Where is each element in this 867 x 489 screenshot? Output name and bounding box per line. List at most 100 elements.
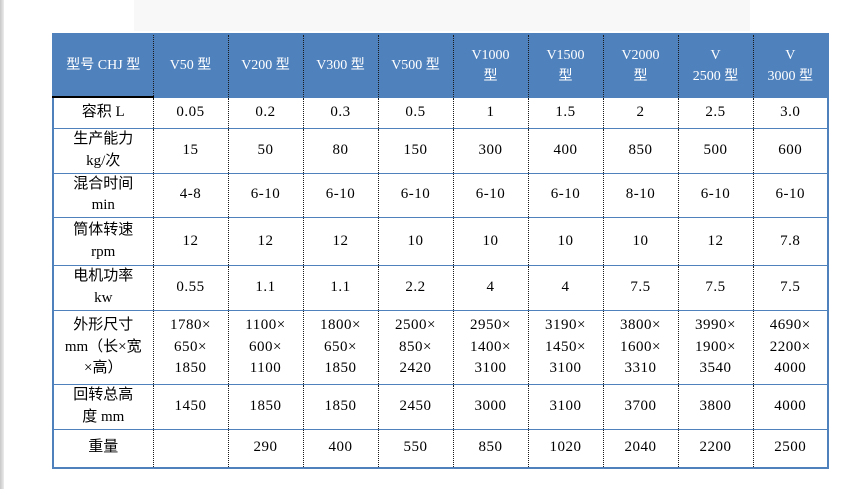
table-cell: 500 [677,128,753,173]
table-cell: 1800× 650× 1850 [302,310,378,385]
table-cell: 1020 [527,428,603,468]
table-cell: 2.2 [377,265,453,311]
table-cell: 7.8 [752,217,828,266]
table-cell: 2200 [677,428,753,468]
row-label-drum-speed: 筒体转速 rpm [53,217,153,266]
table-cell: 3990× 1900× 3540 [677,310,753,385]
table-cell: 0.05 [152,96,228,129]
table-cell: 600 [752,128,828,173]
table-cell: 12 [302,217,378,266]
table-row-dimensions: 外形尺寸 mm（长×宽 ×高） 1780× 650× 1850 1100× 60… [53,310,828,385]
table-cell: 1 [452,96,528,129]
table-cell: 2040 [602,428,678,468]
table-cell: 3800× 1600× 3310 [602,310,678,385]
table-cell: 3700 [602,384,678,429]
table-cell: 2450 [377,384,453,429]
table-cell: 6-10 [752,172,828,218]
table-cell: 12 [152,217,228,266]
row-label-mixing-time: 混合时间 min [53,172,153,218]
table-cell: 10 [377,217,453,266]
table-cell: 4000 [752,384,828,429]
table-cell: 300 [452,128,528,173]
table-cell: 80 [302,128,378,173]
table-cell: 2500× 850× 2420 [377,310,453,385]
table-cell: 6-10 [677,172,753,218]
table-cell: 10 [602,217,678,266]
table-cell: 15 [152,128,228,173]
table-cell: 8-10 [602,172,678,218]
table-row-motor-power: 电机功率 kw 0.55 1.1 1.1 2.2 4 4 7.5 7.5 7.5 [53,265,828,311]
table-cell: 1.1 [227,265,303,311]
table-cell: 1450 [152,384,228,429]
table-cell: 4 [452,265,528,311]
table-cell: 400 [302,428,378,468]
table-cell: 6-10 [377,172,453,218]
row-label-total-height: 回转总高 度 mm [53,384,153,429]
row-label-volume: 容积 L [53,96,153,129]
table-cell: 3.0 [752,96,828,129]
header-cell-model: 型号 CHJ 型 [53,34,153,97]
left-edge-strip [0,0,4,489]
table-cell: 4690× 2200× 4000 [752,310,828,385]
table-cell: 6-10 [227,172,303,218]
table-cell: 0.55 [152,265,228,311]
table-cell: 10 [452,217,528,266]
spec-table: 型号 CHJ 型 V50 型 V200 型 V300 型 V500 型 V100… [52,33,829,469]
table-cell: 6-10 [302,172,378,218]
table-row-total-height: 回转总高 度 mm 1450 1850 1850 2450 3000 3100 … [53,384,828,429]
table-cell: 1100× 600× 1100 [227,310,303,385]
table-cell: 7.5 [602,265,678,311]
table-row-volume: 容积 L 0.05 0.2 0.3 0.5 1 1.5 2 2.5 3.0 [53,96,828,129]
table-cell: 150 [377,128,453,173]
table-cell: 6-10 [452,172,528,218]
table-cell: 3800 [677,384,753,429]
header-cell-v3000: V 3000 型 [752,34,828,97]
table-cell: 50 [227,128,303,173]
table-cell: 3190× 1450× 3100 [527,310,603,385]
top-background-band [134,0,750,31]
table-cell: 3100 [527,384,603,429]
table-cell: 3000 [452,384,528,429]
row-label-capacity: 生产能力 kg/次 [53,128,153,173]
table-cell: 7.5 [752,265,828,311]
table-cell: 1850 [302,384,378,429]
header-cell-v200: V200 型 [227,34,303,97]
table-cell: 290 [227,428,303,468]
table-cell: 12 [677,217,753,266]
table-cell: 7.5 [677,265,753,311]
table-cell: 2500 [752,428,828,468]
header-cell-v500: V500 型 [377,34,453,97]
table-cell: 2 [602,96,678,129]
table-row-capacity: 生产能力 kg/次 15 50 80 150 300 400 850 500 6… [53,128,828,173]
table-cell: 1.1 [302,265,378,311]
table-cell: 1.5 [527,96,603,129]
table-cell: 12 [227,217,303,266]
table-cell: 0.2 [227,96,303,129]
row-label-weight: 重量 [53,428,153,468]
table-row-weight: 重量 290 400 550 850 1020 2040 2200 2500 [53,428,828,468]
table-cell [152,428,228,468]
table-cell: 550 [377,428,453,468]
table-cell: 1780× 650× 1850 [152,310,228,385]
table-cell: 6-10 [527,172,603,218]
header-cell-v50: V50 型 [152,34,228,97]
table-cell: 0.3 [302,96,378,129]
header-cell-v2000: V2000 型 [602,34,678,97]
table-cell: 850 [452,428,528,468]
table-cell: 4-8 [152,172,228,218]
table-cell: 4 [527,265,603,311]
table-cell: 0.5 [377,96,453,129]
header-cell-v300: V300 型 [302,34,378,97]
table-cell: 2950× 1400× 3100 [452,310,528,385]
table-row-drum-speed: 筒体转速 rpm 12 12 12 10 10 10 10 12 7.8 [53,217,828,266]
row-label-dimensions: 外形尺寸 mm（长×宽 ×高） [53,310,153,385]
table-cell: 10 [527,217,603,266]
header-row: 型号 CHJ 型 V50 型 V200 型 V300 型 V500 型 V100… [53,34,828,97]
row-label-motor-power: 电机功率 kw [53,265,153,311]
table-cell: 400 [527,128,603,173]
table-cell: 1850 [227,384,303,429]
header-cell-v1000: V1000 型 [452,34,528,97]
header-cell-v2500: V 2500 型 [677,34,753,97]
table-row-mixing-time: 混合时间 min 4-8 6-10 6-10 6-10 6-10 6-10 8-… [53,172,828,218]
table-cell: 850 [602,128,678,173]
